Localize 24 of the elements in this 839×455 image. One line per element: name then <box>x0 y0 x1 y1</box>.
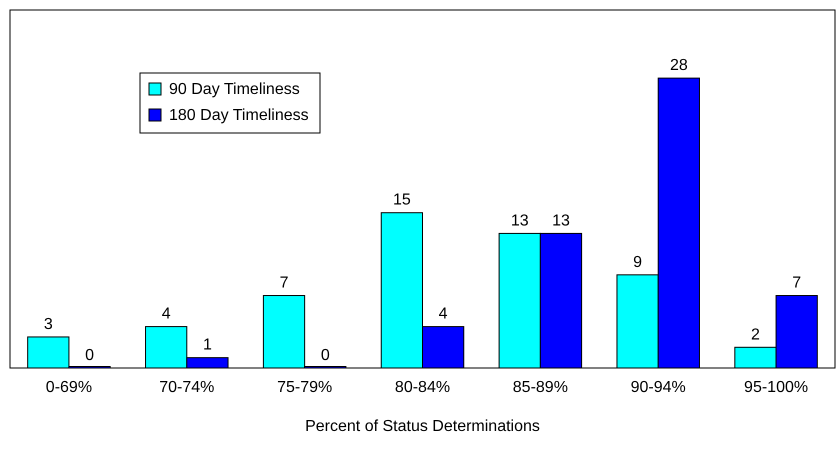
data-label: 0 <box>85 347 94 364</box>
data-label: 13 <box>552 212 570 230</box>
data-label: 3 <box>44 316 53 333</box>
data-label: 7 <box>792 274 802 292</box>
x-axis-title: Percent of Status Determinations <box>305 418 540 435</box>
data-label: 9 <box>633 254 642 271</box>
data-label: 1 <box>202 336 212 354</box>
x-tick-label: 85-89% <box>512 378 568 396</box>
data-label: 13 <box>510 212 529 230</box>
data-label: 15 <box>392 192 411 209</box>
x-tick-label: 0-69% <box>46 378 92 396</box>
data-label: 0 <box>320 347 330 364</box>
data-label: 4 <box>438 306 448 323</box>
data-label: 2 <box>750 326 760 344</box>
data-label: 28 <box>670 57 688 74</box>
x-tick-label: 70-74% <box>159 378 214 396</box>
legend-label: 180 Day Timeliness <box>169 107 309 124</box>
x-tick-label: 75-79% <box>277 378 332 396</box>
data-label: 4 <box>162 306 171 323</box>
x-tick-label: 90-94% <box>630 378 686 396</box>
legend-label: 90 Day Timeliness <box>169 81 300 98</box>
x-tick-label: 80-84% <box>394 378 450 396</box>
data-label: 7 <box>280 274 289 292</box>
x-tick-label: 95-100% <box>744 378 808 396</box>
